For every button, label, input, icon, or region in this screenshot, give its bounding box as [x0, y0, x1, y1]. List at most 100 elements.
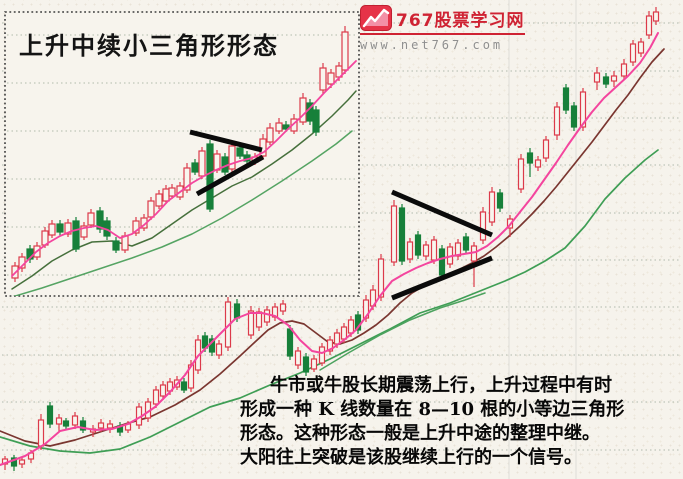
down-candle: [302, 353, 310, 376]
site-logo-main: 767股票学习网: [360, 5, 525, 35]
up-candle: [183, 163, 191, 193]
ma-slow-green: [0, 149, 659, 454]
up-candle: [266, 123, 274, 145]
ma-slow-green-2: [319, 292, 486, 371]
up-candle: [454, 239, 462, 260]
inset-ma-medium-olive: [11, 90, 357, 290]
lesson-caption: 牛市或牛股长期震荡上行，上升过程中有时 形成一种 K 线数量在 8—10 根的小…: [240, 374, 682, 470]
up-candle: [629, 40, 637, 66]
inset-ma-slow-green: [12, 130, 353, 296]
up-candle: [155, 190, 163, 209]
down-candle: [191, 159, 199, 175]
up-candle: [534, 156, 542, 171]
down-candle: [496, 189, 504, 212]
down-candle: [62, 418, 70, 430]
up-candle: [517, 154, 525, 193]
down-candle: [398, 204, 406, 265]
site-name: 767股票学习网: [396, 10, 525, 31]
down-candle: [438, 245, 446, 279]
up-candle: [542, 136, 550, 162]
down-candle: [79, 417, 87, 433]
up-candle: [198, 147, 206, 179]
down-candle: [306, 99, 314, 125]
up-candle: [48, 220, 56, 238]
up-candle: [553, 102, 561, 140]
down-candle: [46, 402, 54, 428]
up-candle: [147, 197, 155, 220]
down-candle: [602, 73, 610, 88]
triangle-upper-trendline: [391, 189, 493, 238]
up-candle: [406, 238, 414, 263]
caption-line: 形成一种 K 线数量在 8—10 根的小等边三角形: [240, 399, 625, 420]
site-url: www.net767.com: [360, 38, 504, 52]
inset-triangle-pattern-chart: [4, 11, 360, 297]
up-candle: [228, 142, 236, 172]
up-candle: [310, 355, 318, 372]
up-candle: [64, 219, 72, 237]
up-candle: [87, 209, 95, 228]
up-candle: [326, 336, 334, 355]
up-candle: [152, 386, 160, 408]
up-candle: [299, 93, 307, 125]
inset-triangle-upper-trendline: [189, 129, 263, 153]
up-candle: [215, 340, 223, 359]
zigzag-chart-icon: [360, 5, 392, 31]
down-candle: [180, 378, 188, 393]
down-candle: [72, 217, 80, 252]
inset-panel-border: [4, 11, 360, 297]
up-candle: [620, 59, 628, 80]
up-candle: [255, 308, 263, 331]
up-candle: [341, 26, 349, 74]
up-candle: [247, 306, 255, 339]
down-candle: [208, 335, 216, 356]
up-candle: [422, 241, 430, 260]
down-candle: [570, 102, 578, 131]
triangle-lower-trendline: [391, 255, 493, 301]
up-candle: [263, 306, 271, 326]
up-candle: [637, 38, 645, 57]
up-candle: [18, 457, 26, 468]
down-candle: [526, 148, 534, 177]
site-logo: 767股票学习网 www.net767.com: [360, 5, 525, 52]
up-candle: [275, 118, 283, 134]
up-candle: [488, 187, 496, 226]
down-candle: [10, 455, 18, 471]
up-candle: [318, 343, 326, 366]
up-candle: [55, 414, 63, 431]
up-candle: [390, 200, 398, 266]
up-candle: [645, 11, 653, 39]
up-candle: [71, 412, 79, 429]
up-candle: [159, 381, 167, 400]
inset-triangle-lower-trendline: [195, 154, 265, 197]
caption-line: 牛市或牛股长期震荡上行，上升过程中有时: [270, 375, 612, 396]
caption-line: 形态。这种形态一般是上升中途的整理中继。: [240, 423, 600, 444]
up-candle: [652, 7, 660, 25]
up-candle: [319, 63, 327, 94]
down-candle: [462, 233, 470, 254]
ma-medium-brown: [0, 48, 665, 447]
up-candle: [294, 347, 302, 369]
up-candle: [132, 217, 140, 236]
down-candle: [116, 422, 124, 436]
up-candle: [593, 67, 601, 90]
down-candle: [414, 231, 422, 259]
down-candle: [312, 106, 320, 136]
down-candle: [56, 220, 64, 236]
down-candle: [96, 207, 104, 233]
up-candle: [479, 207, 487, 244]
up-candle: [279, 300, 287, 315]
up-candle: [610, 71, 618, 87]
down-candle: [562, 84, 570, 114]
up-candle: [106, 420, 114, 433]
ma-fast-pink: [0, 32, 659, 466]
inset-chart-title: 上升中续小三角形形态: [19, 32, 279, 60]
up-candle: [80, 222, 88, 240]
down-candle: [112, 237, 120, 253]
down-candle: [206, 140, 214, 212]
up-candle: [168, 184, 176, 199]
caption-line: 大阳往上突破是该股继续上行的一个信号。: [240, 447, 582, 468]
inset-ma-fast-pink: [11, 60, 357, 277]
